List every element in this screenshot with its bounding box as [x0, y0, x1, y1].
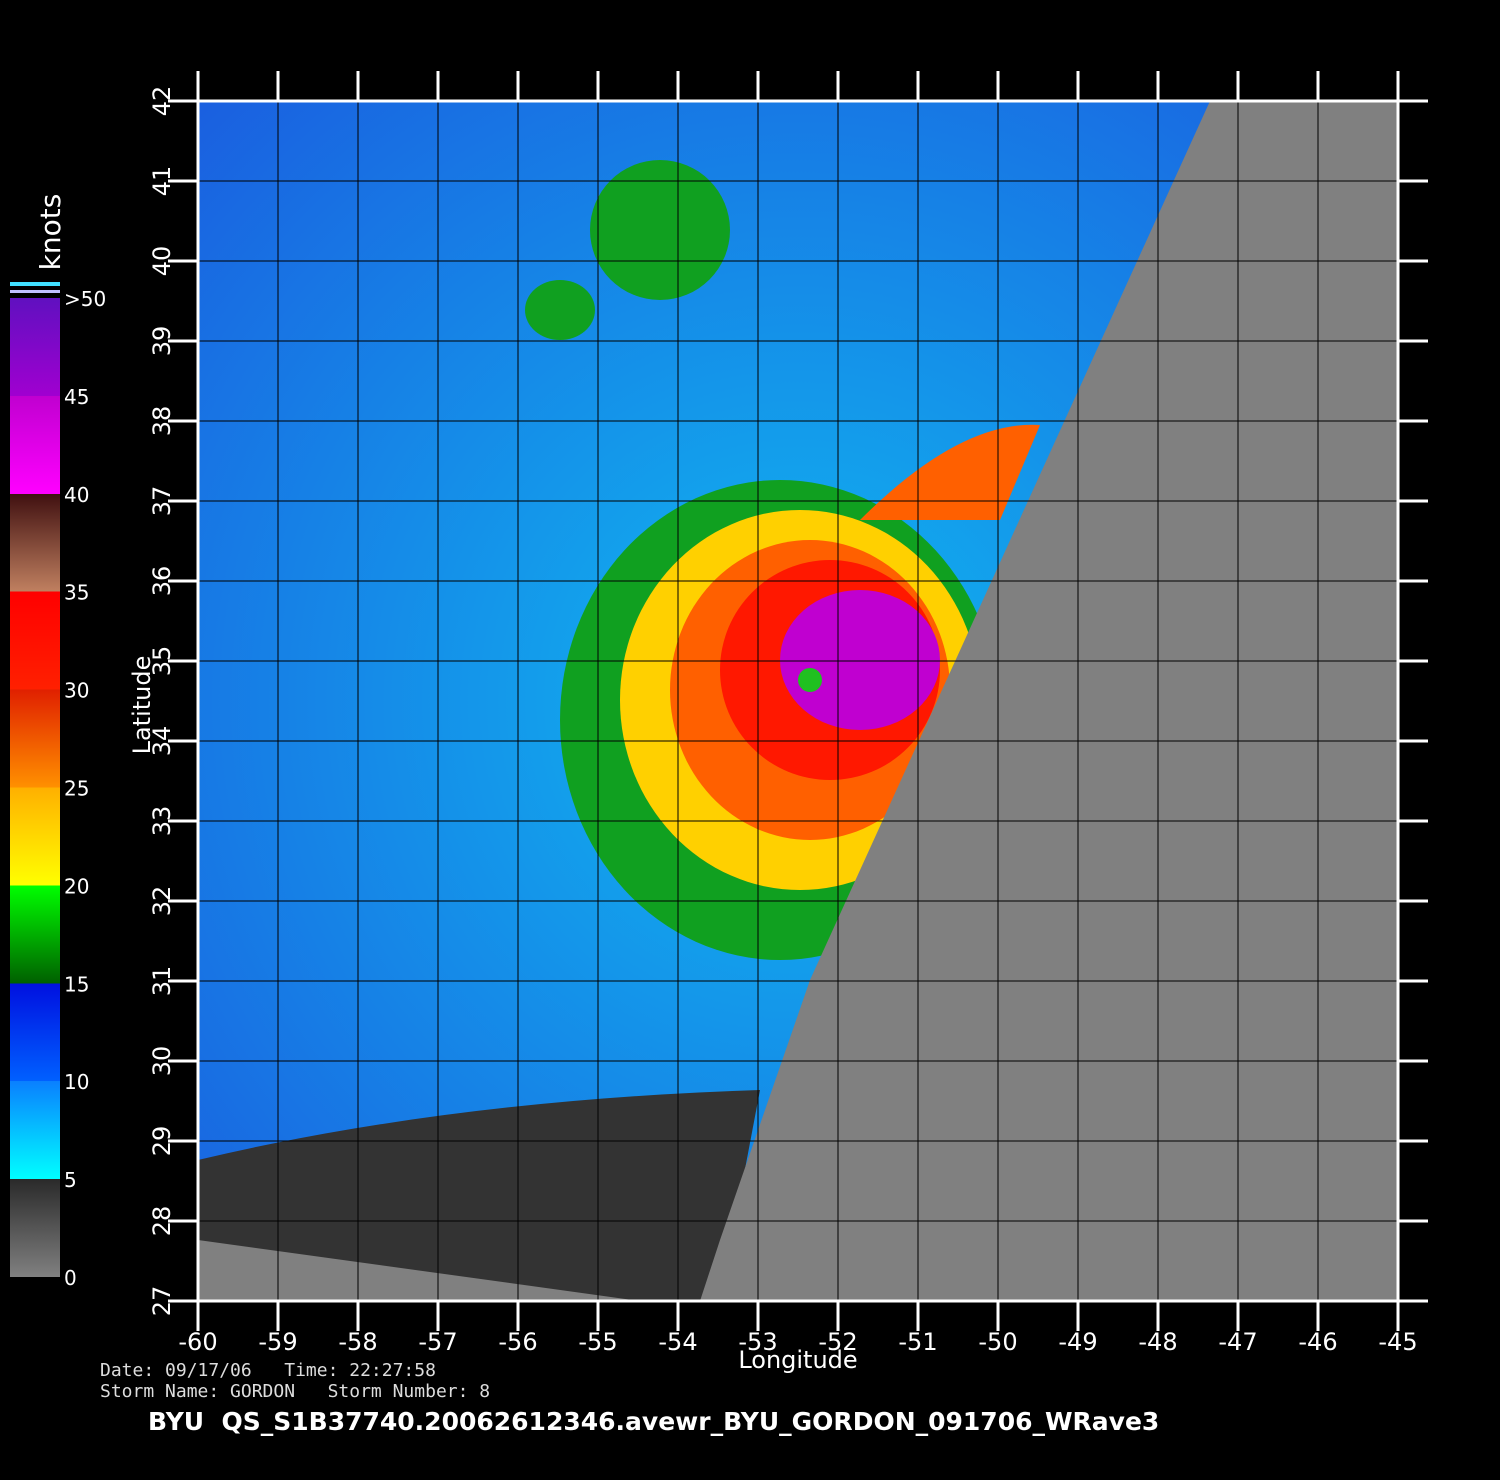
plot-frame [196, 99, 1400, 1303]
y-tick-label: 29 [148, 1126, 176, 1157]
colorbar-tick-label: 5 [64, 1168, 77, 1192]
x-tick-label: -50 [978, 1328, 1017, 1356]
storm-line: Storm Name: GORDON Storm Number: 8 [100, 1381, 490, 1402]
colorbar-tick-label: 45 [64, 385, 89, 409]
x-tick-label: -58 [338, 1328, 377, 1356]
x-tick-label: -54 [658, 1328, 697, 1356]
x-tick-label: -59 [258, 1328, 297, 1356]
x-tick-label: -45 [1378, 1328, 1417, 1356]
x-tick-label: -57 [418, 1328, 457, 1356]
x-tick-label: -55 [578, 1328, 617, 1356]
y-tick-label: 28 [148, 1206, 176, 1237]
colorbar-tick-label: 20 [64, 874, 89, 898]
x-tick-label: -49 [1058, 1328, 1097, 1356]
colorbar-tick-label: >50 [64, 287, 106, 311]
colorbar-cap [10, 282, 60, 286]
y-tick-label: 40 [148, 246, 176, 277]
y-tick-label: 32 [148, 886, 176, 917]
x-tick-label: -56 [498, 1328, 537, 1356]
y-tick-label: 37 [148, 486, 176, 517]
colorbar-tick-label: 40 [64, 483, 89, 507]
y-tick-label: 33 [148, 806, 176, 837]
x-tick-label: -46 [1298, 1328, 1337, 1356]
y-tick-label: 39 [148, 326, 176, 357]
x-tick-label: -48 [1138, 1328, 1177, 1356]
x-tick-label: -53 [738, 1328, 777, 1356]
y-tick-label: 42 [148, 86, 176, 117]
wind-field [198, 101, 1398, 1301]
x-axis-label: Longitude [738, 1346, 857, 1374]
y-axis-label: Latitude [128, 656, 156, 755]
y-tick-label: 41 [148, 166, 176, 197]
y-tick-label: 34 [148, 726, 176, 757]
colorbar-tick-label: 0 [64, 1266, 77, 1290]
colorbar-tick-label: 10 [64, 1070, 89, 1094]
colorbar [10, 298, 60, 1277]
x-tick-label: -51 [898, 1328, 937, 1356]
y-tick-label: 35 [148, 646, 176, 677]
x-tick-label: -52 [818, 1328, 857, 1356]
grid: -60 -59 -58 -57 -56 -55 -54 -53 -52 -51 -50 -49 -48 -… [148, 71, 1428, 1356]
y-tick-label: 38 [148, 406, 176, 437]
y-tick-label: 36 [148, 566, 176, 597]
colorbar-tick-label: 15 [64, 972, 89, 996]
colorbar-tick-label: 35 [64, 581, 89, 605]
y-tick-label: 30 [148, 1046, 176, 1077]
colorbar-title: knots [34, 194, 67, 271]
colorbar-tick-label: 25 [64, 777, 89, 801]
y-tick-label: 31 [148, 966, 176, 997]
colorbar-tick-label: 30 [64, 679, 89, 703]
y-tick-label: 27 [148, 1286, 176, 1317]
file-name: BYU QS_S1B37740.20062612346.avewr_BYU_GO… [148, 1407, 1159, 1436]
date-line: Date: 09/17/06 Time: 22:27:58 [100, 1360, 436, 1381]
colorbar-cap [10, 290, 60, 293]
x-tick-label: -60 [178, 1328, 217, 1356]
x-tick-label: -47 [1218, 1328, 1257, 1356]
